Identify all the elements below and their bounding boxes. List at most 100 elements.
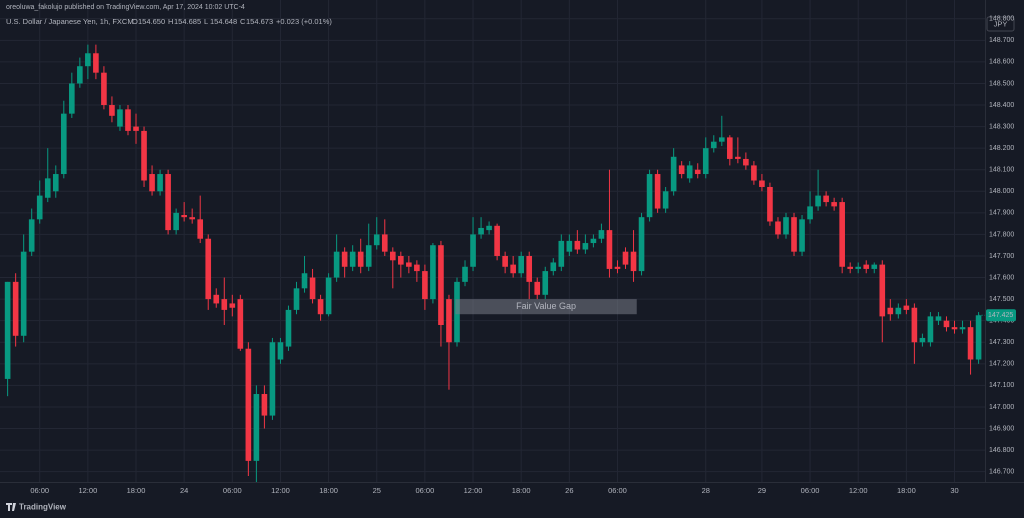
candle-body: [422, 271, 428, 300]
candle-body: [389, 251, 396, 261]
candle-body: [381, 234, 388, 252]
y-tick-label: 148.000: [989, 188, 1014, 195]
candle-body: [879, 264, 886, 317]
candle-body: [229, 303, 236, 308]
candle-body: [36, 195, 43, 220]
x-tick-label: 30: [950, 486, 958, 495]
candle-body: [301, 273, 308, 289]
grid: [0, 0, 985, 482]
readout-value: 154.650: [138, 17, 165, 26]
candle-body: [694, 169, 701, 175]
candle-body: [606, 230, 613, 269]
readout-value: 154.673: [246, 17, 273, 26]
chart-title: U.S. Dollar / Japanese Yen, 1h, FXCM: [6, 17, 134, 26]
candle-body: [863, 264, 870, 269]
candle-body: [710, 141, 717, 149]
candle-body: [718, 137, 725, 142]
last-price-label: 147.425: [988, 312, 1013, 319]
x-tick-label: 06:00: [608, 486, 627, 495]
candle-body: [542, 271, 549, 295]
y-tick-label: 148.400: [989, 102, 1014, 109]
candle-body: [951, 327, 958, 330]
x-tick-label: 12:00: [271, 486, 290, 495]
candle-body: [165, 174, 171, 231]
candle-body: [365, 245, 372, 267]
readout-label: C: [240, 17, 246, 26]
x-tick-label: 12:00: [849, 486, 868, 495]
candle-body: [574, 240, 581, 250]
candle-body: [213, 294, 220, 304]
currency[interactable]: JPY: [994, 19, 1008, 28]
candle-body: [839, 202, 845, 267]
candle-body: [149, 174, 155, 192]
x-tick-label: 25: [373, 486, 381, 495]
candle-body: [93, 53, 99, 73]
y-tick-label: 147.500: [989, 296, 1014, 303]
candle-body: [911, 307, 918, 343]
y-tick-label: 148.500: [989, 80, 1014, 87]
candle-body: [550, 262, 557, 272]
candle-body: [943, 320, 950, 328]
candle-body: [309, 277, 316, 300]
candle-body: [598, 230, 605, 239]
candle-body: [438, 245, 444, 325]
candle-body: [502, 255, 508, 267]
candle-body: [430, 245, 436, 300]
x-tick-label: 12:00: [78, 486, 97, 495]
publisher: oreoluwa_fakolujo published on TradingVi…: [6, 4, 245, 11]
candle-body: [566, 240, 573, 252]
y-tick-label: 147.300: [989, 339, 1014, 346]
y-tick-label: 147.600: [989, 274, 1014, 281]
candles: Fair Value Gap: [4, 44, 982, 483]
candle-body: [253, 394, 260, 461]
x-tick-label: 06:00: [223, 486, 242, 495]
candle-body: [85, 53, 91, 67]
y-tick-label: 147.100: [989, 382, 1014, 389]
x-tick-label: 29: [758, 486, 766, 495]
candle-body: [125, 109, 131, 131]
candle-body: [117, 109, 123, 127]
candle-body: [855, 266, 862, 269]
candle-body: [646, 174, 653, 218]
y-tick-label: 148.800: [989, 16, 1014, 23]
candle-body: [181, 215, 187, 218]
candle-body: [743, 158, 749, 166]
x-tick-label: 28: [702, 486, 710, 495]
candle-body: [759, 180, 765, 187]
candle-body: [141, 130, 147, 181]
x-tick-label: 18:00: [512, 486, 531, 495]
candle-body: [590, 238, 597, 244]
candle-body: [630, 251, 637, 272]
candle-body: [357, 251, 364, 267]
currency-box[interactable]: [986, 16, 1015, 32]
candle-body: [526, 255, 533, 282]
logo-icon: [6, 503, 16, 511]
candle-body: [133, 126, 139, 131]
y-tick-label: 146.800: [989, 447, 1014, 454]
y-tick-label: 147.200: [989, 361, 1014, 368]
candle-body: [975, 315, 982, 360]
candle-body: [678, 165, 685, 175]
x-tick-label: 06:00: [30, 486, 49, 495]
candle-body: [614, 266, 621, 269]
candle-body: [109, 105, 115, 116]
candle-body: [831, 202, 837, 207]
candle-body: [269, 342, 276, 416]
last-price-box: [986, 309, 1016, 322]
candle-body: [903, 305, 910, 310]
x-tick-label: 12:00: [464, 486, 483, 495]
candle-body: [12, 281, 19, 336]
candle-body: [333, 251, 340, 278]
footer: TradingView: [19, 503, 67, 512]
candle-body: [751, 165, 757, 181]
candle-body: [767, 186, 773, 222]
readout-value: 154.648: [210, 17, 237, 26]
y-tick-label: 147.900: [989, 210, 1014, 217]
candle-body: [101, 72, 107, 106]
footer-logo: TradingView: [6, 503, 67, 512]
candle-body: [510, 264, 516, 274]
candle-body: [927, 316, 934, 343]
candle-body: [261, 394, 268, 416]
